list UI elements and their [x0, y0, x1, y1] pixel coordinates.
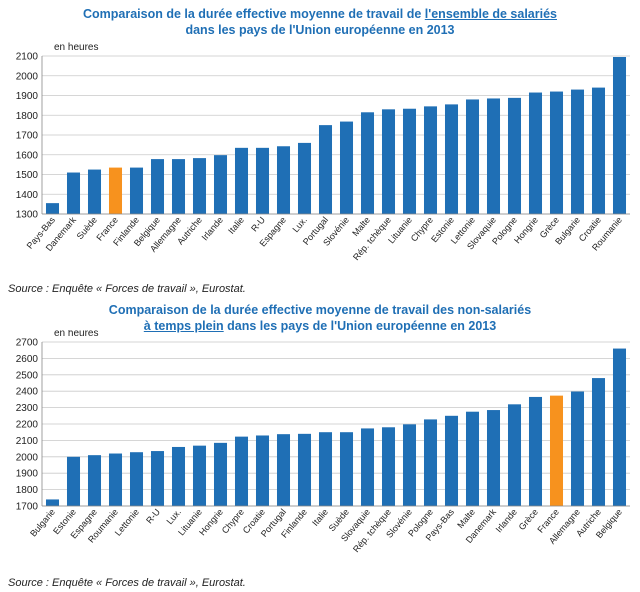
y-tick-label: 1300 — [16, 210, 39, 221]
y-tick-label: 2500 — [16, 370, 39, 381]
bar-slov-nie — [402, 424, 417, 506]
bar-lettonie — [465, 99, 480, 214]
bar-pays-bas — [444, 415, 459, 506]
chart2-source: Source : Enquête « Forces de travail », … — [8, 577, 246, 589]
bar-bulgarie — [45, 499, 60, 506]
bar-lituanie — [402, 108, 417, 214]
unit-label: en heures — [54, 42, 98, 53]
bar-danemark — [66, 172, 81, 214]
x-tick-label: Irlande — [494, 507, 519, 535]
bar-su-de — [339, 432, 354, 506]
bar-slov-nie — [339, 121, 354, 214]
bar-france — [549, 395, 564, 506]
bar-gr-ce — [549, 91, 564, 214]
bar-r-p-tch-que — [381, 109, 396, 214]
chart1-title: Comparaison de la durée effective moyenn… — [0, 6, 640, 38]
bar-finlande — [129, 167, 144, 214]
x-tick-label: Italie — [310, 507, 330, 528]
y-tick-label: 2600 — [16, 354, 39, 365]
chart1-source: Source : Enquête « Forces de travail », … — [8, 283, 246, 295]
y-tick-label: 1900 — [16, 469, 39, 480]
bar-allemagne — [171, 159, 186, 214]
bar-allemagne — [570, 391, 585, 506]
x-tick-label: Italie — [226, 215, 246, 236]
bar-hongrie — [213, 442, 228, 506]
chart1: en heures 1300 1400 1500 1600 1700 1800 1900 200… — [16, 42, 630, 262]
bar-france — [108, 167, 123, 214]
y-tick-label: 1700 — [16, 131, 39, 142]
bar-roumanie — [108, 453, 123, 506]
bar-chypre — [234, 436, 249, 506]
bar-irlande — [507, 404, 522, 506]
y-tick-label: 2700 — [16, 338, 39, 349]
bar-lettonie — [129, 452, 144, 506]
chart2-title-underlined: à temps plein — [143, 319, 224, 333]
bar-r-p-tch-que — [381, 427, 396, 506]
bar-roumanie — [612, 56, 627, 214]
y-tick-label: 1400 — [16, 190, 39, 201]
bar-r-u — [255, 147, 270, 214]
bar-chypre — [423, 106, 438, 214]
chart2-title-part-b: dans les pays de l'Union européenne en 2… — [223, 319, 497, 333]
bar-gr-ce — [528, 396, 543, 506]
y-tick-label: 2400 — [16, 387, 39, 398]
bar-italie — [318, 432, 333, 506]
chart2-title-line1: Comparaison de la durée effective moyenn… — [108, 303, 532, 317]
chart1-title-line2: dans les pays de l'Union européenne en 2… — [185, 23, 455, 37]
bar-finlande — [297, 433, 312, 506]
bar-estonie — [444, 104, 459, 214]
bar-italie — [234, 147, 249, 214]
bar-autriche — [591, 378, 606, 506]
bar-lituanie — [192, 445, 207, 506]
y-tick-label: 1800 — [16, 111, 39, 122]
bar-hongrie — [528, 92, 543, 214]
bar-belgique — [612, 348, 627, 506]
y-tick-label: 2100 — [16, 436, 39, 447]
bar-belgique — [150, 159, 165, 214]
bar-croatie — [591, 87, 606, 214]
y-tick-label: 1500 — [16, 170, 39, 181]
bar-danemark — [486, 410, 501, 506]
x-tick-label: Lux. — [290, 215, 309, 234]
bar-bulgarie — [570, 89, 585, 214]
y-tick-label: 1800 — [16, 485, 39, 496]
y-tick-label: 1700 — [16, 502, 39, 513]
bar-pays-bas — [45, 203, 60, 214]
bar-portugal — [318, 125, 333, 214]
y-tick-label: 2000 — [16, 71, 39, 82]
chart1-title-underlined: l'ensemble de salariés — [424, 7, 557, 21]
x-tick-label: Irlande — [200, 215, 225, 243]
y-tick-label: 2300 — [16, 403, 39, 414]
x-tick-label: Lux. — [164, 507, 183, 526]
bar-estonie — [66, 456, 81, 506]
bar-portugal — [276, 434, 291, 506]
y-tick-label: 1600 — [16, 150, 39, 161]
bar-slovaquie — [360, 428, 375, 506]
y-tick-label: 1900 — [16, 91, 39, 102]
chart2: en heures 1700 1800 1900 2000 2100 2200 2300 240… — [16, 330, 630, 554]
bar-irlande — [213, 155, 228, 214]
chart2-title: Comparaison de la durée effective moyenn… — [0, 302, 640, 334]
bar-lux- — [171, 446, 186, 506]
bar-slovaquie — [486, 98, 501, 214]
unit-label: en heures — [54, 330, 98, 339]
bar-croatie — [255, 435, 270, 506]
bar-r-u — [150, 451, 165, 506]
bar-pologne — [507, 97, 522, 214]
bar-espagne — [276, 146, 291, 214]
bar-malte — [465, 411, 480, 506]
bar-espagne — [87, 455, 102, 506]
y-tick-label: 2100 — [16, 52, 39, 63]
x-tick-label: R-U — [249, 215, 267, 234]
bar-su-de — [87, 169, 102, 214]
y-tick-label: 2000 — [16, 452, 39, 463]
bar-autriche — [192, 158, 207, 214]
bar-pologne — [423, 419, 438, 506]
bar-lux- — [297, 142, 312, 214]
y-tick-label: 2200 — [16, 420, 39, 431]
bar-malte — [360, 112, 375, 214]
chart1-title-part-a: Comparaison de la durée effective moyenn… — [82, 7, 425, 21]
x-tick-label: R-U — [144, 507, 162, 526]
